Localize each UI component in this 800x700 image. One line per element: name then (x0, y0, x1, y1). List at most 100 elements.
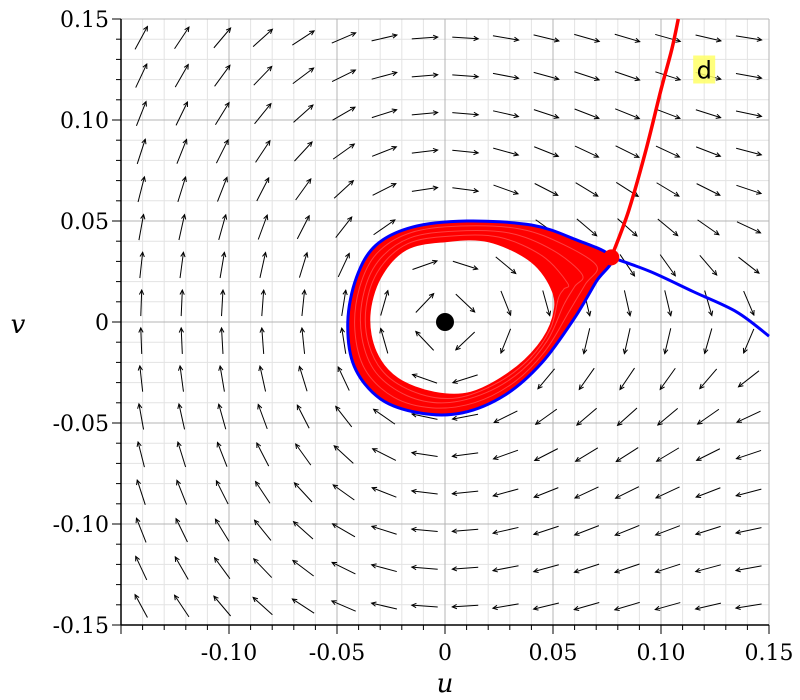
field-arrow-shaft (452, 566, 479, 570)
field-arrow-head (137, 364, 143, 371)
field-arrow (452, 149, 480, 156)
field-arrow (341, 289, 348, 316)
field-arrow (582, 328, 591, 355)
field-arrow (252, 557, 273, 578)
field-arrow-shaft (535, 408, 558, 425)
field-arrow-shaft (372, 183, 397, 196)
field-arrow-head (391, 145, 398, 151)
field-arrow-head (309, 30, 316, 36)
field-arrow-head (216, 441, 222, 448)
field-arrow (252, 596, 273, 616)
field-arrow (410, 602, 438, 609)
field-arrow-head (694, 567, 701, 573)
field-arrow-head (654, 530, 661, 536)
field-arrow-shaft (140, 290, 143, 317)
y-tick-label: 0.05 (60, 210, 109, 235)
field-arrow-head (298, 365, 304, 372)
field-arrow-head (308, 67, 315, 73)
field-arrow-head (142, 100, 147, 107)
x-axis-title: u (437, 669, 454, 699)
field-arrow (298, 251, 309, 278)
field-arrow (135, 555, 148, 581)
field-arrow-head (306, 177, 312, 184)
field-arrow-shaft (371, 525, 397, 535)
field-arrow-shaft (293, 104, 314, 123)
field-arrow-shaft (341, 290, 347, 316)
field-arrow (659, 254, 676, 277)
field-arrow-shaft (135, 518, 147, 543)
field-arrow (333, 445, 354, 464)
field-arrow-head (292, 520, 299, 527)
field-arrow (734, 527, 762, 535)
field-arrow-head (415, 330, 421, 337)
field-arrow-shaft (452, 74, 479, 78)
field-arrow-shaft (736, 221, 761, 234)
field-arrow (491, 526, 519, 535)
field-arrow-head (663, 348, 669, 355)
field-arrow-head (491, 604, 498, 611)
field-arrow-head (756, 151, 763, 157)
field-arrow (415, 292, 435, 313)
field-arrow-head (737, 382, 744, 388)
field-arrow-shaft (331, 32, 356, 44)
field-arrow-shaft (615, 145, 640, 158)
field-arrow-shaft (452, 413, 479, 420)
unstable-manifold (610, 255, 770, 338)
saddle-point (603, 249, 620, 266)
field-arrow-head (258, 364, 264, 372)
field-arrow (331, 561, 356, 575)
field-arrow (619, 367, 635, 391)
field-arrow-head (714, 190, 721, 196)
field-arrow (664, 290, 673, 317)
field-arrow (451, 490, 479, 496)
field-arrow-head (513, 74, 520, 81)
field-arrow-head (575, 420, 582, 426)
field-arrow-head (755, 228, 762, 234)
field-arrow (254, 480, 271, 504)
field-arrow-shaft (411, 452, 438, 457)
annotation-label: d (697, 57, 712, 85)
field-arrow-shaft (492, 72, 519, 79)
y-tick-label: 0 (95, 311, 109, 336)
field-arrow (371, 486, 397, 498)
field-arrow-shaft (452, 374, 478, 384)
field-arrow (412, 259, 439, 270)
field-arrow (293, 104, 314, 123)
field-arrow-shaft (255, 140, 271, 163)
field-arrow (252, 28, 274, 48)
field-arrow-shaft (655, 33, 681, 42)
field-arrow-head (756, 189, 763, 195)
homoclinic-loop (346, 219, 614, 417)
field-arrow-head (594, 76, 601, 82)
field-arrow-shaft (696, 183, 721, 196)
field-arrow-shaft (257, 214, 268, 240)
field-arrow-head (674, 114, 681, 120)
field-arrow-shaft (217, 177, 228, 202)
annotation-background (693, 55, 716, 84)
x-tick-label: 0.05 (529, 641, 578, 666)
field-arrow-shaft (333, 445, 354, 464)
field-arrow-head (533, 456, 540, 462)
field-arrow (735, 73, 763, 80)
field-arrow (379, 327, 389, 354)
field-arrow-shaft (215, 480, 229, 505)
field-arrow-shaft (135, 556, 148, 581)
field-arrow-head (454, 345, 461, 351)
field-arrow (533, 146, 560, 158)
field-arrow-head (410, 602, 417, 609)
field-arrow-head (512, 189, 520, 195)
field-arrow-shaft (615, 108, 640, 120)
field-arrow-head (370, 563, 377, 569)
field-arrow-shaft (219, 365, 225, 392)
field-arrow (697, 219, 720, 236)
field-arrow (452, 187, 480, 194)
field-arrow-head (371, 448, 378, 454)
field-arrow-shaft (341, 328, 347, 354)
field-arrow-shaft (699, 368, 718, 390)
field-arrow-shaft (735, 35, 762, 41)
field-arrow-head (331, 561, 338, 567)
field-arrow-shaft (533, 602, 560, 610)
field-arrow (659, 367, 676, 391)
field-arrow-head (654, 605, 661, 611)
field-arrow-shaft (455, 331, 476, 351)
